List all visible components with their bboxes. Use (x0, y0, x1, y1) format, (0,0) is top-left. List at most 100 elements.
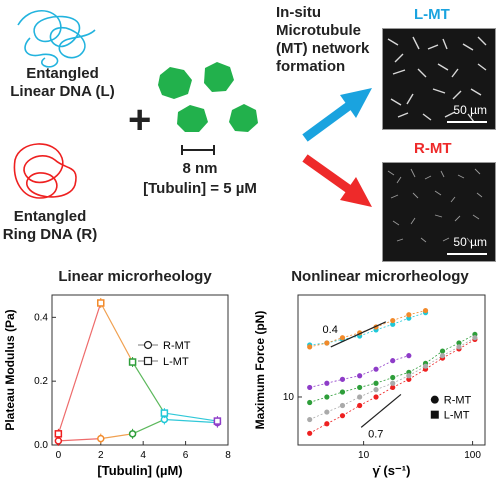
chart1-legend-marker (143, 340, 153, 350)
chart2-series-line (458, 337, 476, 348)
chart2-series-line (375, 387, 393, 398)
lmt-scale-label: 50 µm (453, 103, 487, 117)
chart2-series-line (392, 355, 409, 362)
chart2-series-line (309, 396, 327, 403)
chart2-series-line (408, 310, 426, 316)
chart2-frame (297, 294, 486, 446)
chart2-point (339, 335, 346, 341)
arrow-to-rmt (302, 154, 372, 207)
chart1-point-R-MT (97, 434, 105, 443)
chart2-series-line (375, 320, 393, 328)
chart2-series-line (342, 387, 360, 393)
chart2-series-line (326, 405, 343, 413)
chart1-series-segment (132, 418, 165, 435)
chart1-series-segment (100, 433, 133, 440)
chart2-series-line (359, 396, 377, 406)
arrow-to-lmt (302, 88, 372, 142)
chart1-xtick-label: 0 (56, 450, 62, 461)
chart2-point (339, 376, 346, 382)
rmt-network (387, 168, 483, 244)
chart2-series-line (458, 334, 476, 344)
chart2-series-line (442, 346, 460, 357)
chart2-series-line (375, 377, 393, 384)
chart2-point (357, 402, 363, 409)
chart2-series-line (425, 350, 443, 364)
chart1-point-L-MT (213, 417, 222, 425)
chart2-series-line (359, 389, 377, 398)
chart2-point (373, 387, 379, 393)
chart2-series-line (326, 378, 343, 384)
chart2-point (390, 358, 396, 364)
chart2-xlabel: γ̇ (s⁻¹) (373, 463, 411, 478)
chart1-xtick-label: 2 (98, 450, 104, 461)
lmt-label: L-MT (414, 6, 450, 23)
chart2-slope-line-low (360, 393, 402, 428)
chart2-point (406, 312, 412, 318)
chart2-point (339, 402, 346, 409)
chart2-point (456, 340, 462, 346)
chart2-point (422, 307, 429, 314)
chart1-legend-marker (143, 356, 153, 366)
chart2-point (307, 399, 313, 406)
chart2-legend-label: R-MT (444, 395, 472, 407)
chart2-point (373, 366, 379, 372)
chart2-series-line (392, 378, 410, 388)
chart1-xtick-label: 6 (183, 450, 189, 461)
chart1-frame (51, 294, 229, 446)
lmt-micrograph: 50 µm (382, 28, 496, 130)
chart1-legend-label: R-MT (163, 340, 191, 352)
chart2-series-line (375, 382, 393, 391)
chart2-legend-label: L-MT (444, 410, 470, 422)
chart2-ylabel: Maximum Force (pN) (253, 311, 267, 430)
chart2-point (406, 353, 412, 359)
chart2-series-line (342, 405, 360, 417)
chart2-point (307, 384, 313, 391)
chart1-point-R-MT (128, 430, 137, 438)
chart2-point (373, 394, 379, 400)
chart2-point (406, 376, 412, 382)
chart2-series-line (375, 360, 393, 370)
chart2-series-line (326, 337, 343, 344)
chart1-series-segment (100, 302, 134, 363)
chart2-series-line (392, 375, 409, 384)
ring-dna-label: Entangled Ring DNA (R) (2, 208, 98, 243)
chart2-series-line (392, 371, 409, 378)
chart2-point (472, 335, 478, 341)
chart1-point-L-MT (54, 430, 63, 438)
chart2-series-line (425, 357, 443, 370)
linear-dna-icon (17, 9, 96, 68)
chart2-point (307, 344, 313, 350)
chart1-point-L-MT (128, 358, 137, 366)
chart1-ytick-label: 0.0 (34, 440, 48, 451)
chart2-series-line (375, 323, 393, 331)
chart2-series-line (326, 339, 343, 344)
chart2-series-line (425, 355, 443, 367)
chart2-point (456, 344, 462, 350)
chart2-series-line (392, 317, 409, 325)
chart2-point (390, 380, 396, 386)
chart2-series-line (442, 348, 460, 359)
chart1-legend-label: L-MT (163, 356, 189, 368)
chart1-point-L-MT (160, 409, 169, 417)
chart2-series-line (342, 375, 360, 380)
chart2-point (390, 374, 396, 381)
chart2-point (439, 353, 446, 359)
chart2-point (357, 394, 363, 400)
lmt-scale-bar (447, 121, 487, 123)
chart2-point (406, 373, 412, 379)
chart1-series-segment (57, 302, 102, 435)
chart1-series-segment (132, 361, 165, 414)
chart2-title: Nonlinear microrheology (291, 268, 469, 285)
chart1-series-segment (164, 418, 218, 424)
rmt-micrograph: 50 µm (382, 162, 496, 262)
chart1-ytick-label: 0.4 (34, 312, 48, 323)
chart2-series-line (309, 423, 328, 434)
chart2-xtick-label: 10 (358, 450, 370, 461)
ring-dna-icon (13, 143, 77, 199)
chart1-point-L-MT (97, 299, 105, 307)
chart1-xtick-label: 4 (140, 450, 146, 461)
chart2-series-line (458, 339, 476, 350)
chart2-point (390, 321, 396, 327)
chart1-series-segment (58, 438, 101, 442)
chart2-series-line (408, 368, 426, 380)
